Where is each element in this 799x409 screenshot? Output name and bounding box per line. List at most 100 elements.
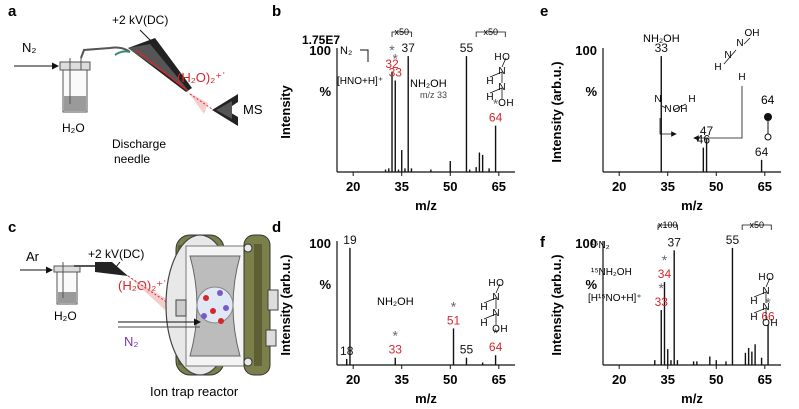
n2-annotation: N₂ — [340, 45, 352, 57]
atom-label: N — [498, 66, 505, 77]
ion-trap-reactor — [165, 234, 279, 376]
atom-label: N — [498, 82, 505, 93]
x-axis-title-b: m/z — [415, 198, 437, 213]
discharge-needle-c — [95, 262, 128, 276]
atom-label: H — [488, 278, 495, 289]
reagent-label: N₂ — [124, 334, 138, 349]
y-unit-label-f: % — [585, 277, 597, 292]
panel-c-letter: c — [8, 219, 16, 236]
x-axis-title-d: m/z — [415, 391, 437, 406]
y-top-label-e: 100 — [575, 43, 597, 58]
voltage-label: +2 kV(DC) — [112, 13, 168, 27]
atom-label-e: N — [736, 38, 743, 49]
needle-label-line1: Discharge — [112, 137, 166, 151]
zoom-label-b: x50 — [483, 27, 498, 37]
nh2oh-annotation: NH₂OH — [410, 78, 447, 90]
h15no-annotation: [H¹⁵NO+H]⁺ — [588, 293, 642, 304]
atom-label: O — [766, 272, 774, 283]
panel-a-letter: a — [8, 3, 17, 20]
zoom-label-b: x50 — [394, 27, 409, 37]
panel-a: a N₂ H₂O +2 kV(DC) (H₂O)₂⁺˙ MS — [8, 3, 263, 166]
x-tick-label-b: 35 — [394, 179, 408, 194]
ion-label: (H₂O)₂⁺˙ — [177, 70, 226, 85]
x-tick-label-f: 65 — [758, 372, 772, 387]
peak-label-e: 46 — [697, 133, 711, 147]
y-axis-title-d: Intensity (arb.u.) — [278, 254, 293, 355]
mz33-annotation: m/z 33 — [420, 90, 447, 100]
zoom-label-f: x50 — [749, 220, 764, 230]
peak-label-f: 37 — [668, 235, 682, 249]
x-tick-label-f: 35 — [660, 372, 674, 387]
atom-label-e: H — [688, 94, 695, 105]
atom-label: H — [770, 318, 777, 329]
x-tick-label-e: 35 — [660, 179, 674, 194]
x-tick-label-d: 50 — [443, 372, 457, 387]
atom-label: H — [758, 272, 765, 283]
y-unit-label-b: % — [319, 84, 331, 99]
bond — [483, 297, 497, 304]
y-unit-label-e: % — [585, 84, 597, 99]
atom-label: O — [762, 318, 770, 329]
x-tick-label-e: 50 — [709, 179, 723, 194]
peak-label-e: 33 — [655, 41, 669, 55]
x-tick-label-e: 20 — [612, 179, 626, 194]
atom-label: H — [494, 52, 501, 63]
bond — [489, 87, 503, 94]
peak-star-f: * — [765, 295, 771, 311]
ion-plume — [188, 92, 208, 114]
peak-label-d: 19 — [343, 233, 357, 247]
atom-label: N — [762, 286, 769, 297]
panel-c: c Ar H₂O +2 kV(DC) (H₂O)₂⁺˙ — [8, 219, 279, 399]
tubing — [80, 46, 131, 59]
panel-e: e 100% Intensity (arb.u.) 20 35 50 65 m/z 33 464… — [540, 3, 781, 213]
x-axis-title-f: m/z — [681, 391, 703, 406]
hno-annotation: [HNO+H]⁺ — [337, 76, 383, 87]
panel-f-letter: f — [540, 234, 546, 251]
peak-label-e: 47 — [700, 124, 714, 138]
argon-label: Ar — [26, 249, 40, 264]
zoom-bracket-b — [391, 31, 412, 37]
peak-label-b: 33 — [389, 66, 403, 80]
peak-star-f: * — [659, 280, 665, 296]
atom-label: H — [486, 76, 493, 87]
atom-label: N — [492, 308, 499, 319]
spectrum-d: 100%Intensity (arb.u.)20 35 50 65m/z1819*33… — [278, 233, 515, 406]
peak-64-callout: 64 — [761, 93, 775, 107]
peak-label-d: 51 — [447, 313, 461, 327]
reactor-label: Ion trap reactor — [150, 384, 239, 399]
peak-label-d: 18 — [340, 344, 354, 358]
water-label: H₂O — [62, 121, 85, 135]
atom-label: H — [750, 296, 757, 307]
bond — [489, 71, 503, 78]
atom-label: N — [492, 292, 499, 303]
x-tick-label-e: 65 — [758, 179, 772, 194]
zoom-bracket-b — [475, 31, 506, 37]
nh2oh-annotation-d: NH₂OH — [377, 296, 414, 308]
panel-d: d 100% Intensity (arb.u.) 20 35 50 65 m/z 18 19 *… — [272, 219, 515, 406]
peak-label-b: 55 — [460, 41, 474, 55]
x-tick-label-b: 65 — [492, 179, 506, 194]
peak-star-d: * — [393, 328, 399, 344]
y-axis-title-e: Intensity (arb.u.) — [549, 61, 564, 162]
peak-star-d: * — [451, 298, 457, 314]
peak-label-d: 55 — [460, 343, 474, 357]
atom-label: H — [480, 302, 487, 313]
bubbler-bottle-c — [53, 262, 81, 305]
voltage-label-c: +2 kV(DC) — [88, 247, 144, 261]
x-tick-label-d: 65 — [492, 372, 506, 387]
ms-label: MS — [243, 102, 263, 117]
peak-label-b: 32 — [385, 57, 399, 71]
zoom-label-f: x100 — [658, 220, 678, 230]
x-axis-title-e: m/z — [681, 198, 703, 213]
atom-label-e: H — [738, 72, 745, 83]
atom-label-e: N — [724, 50, 731, 61]
peak-label-b: 37 — [402, 41, 416, 55]
zoom-bracket-f — [657, 224, 678, 230]
x-tick-label-b: 50 — [443, 179, 457, 194]
atom-label-e: OH — [673, 104, 688, 115]
atom-label: N — [762, 302, 769, 313]
